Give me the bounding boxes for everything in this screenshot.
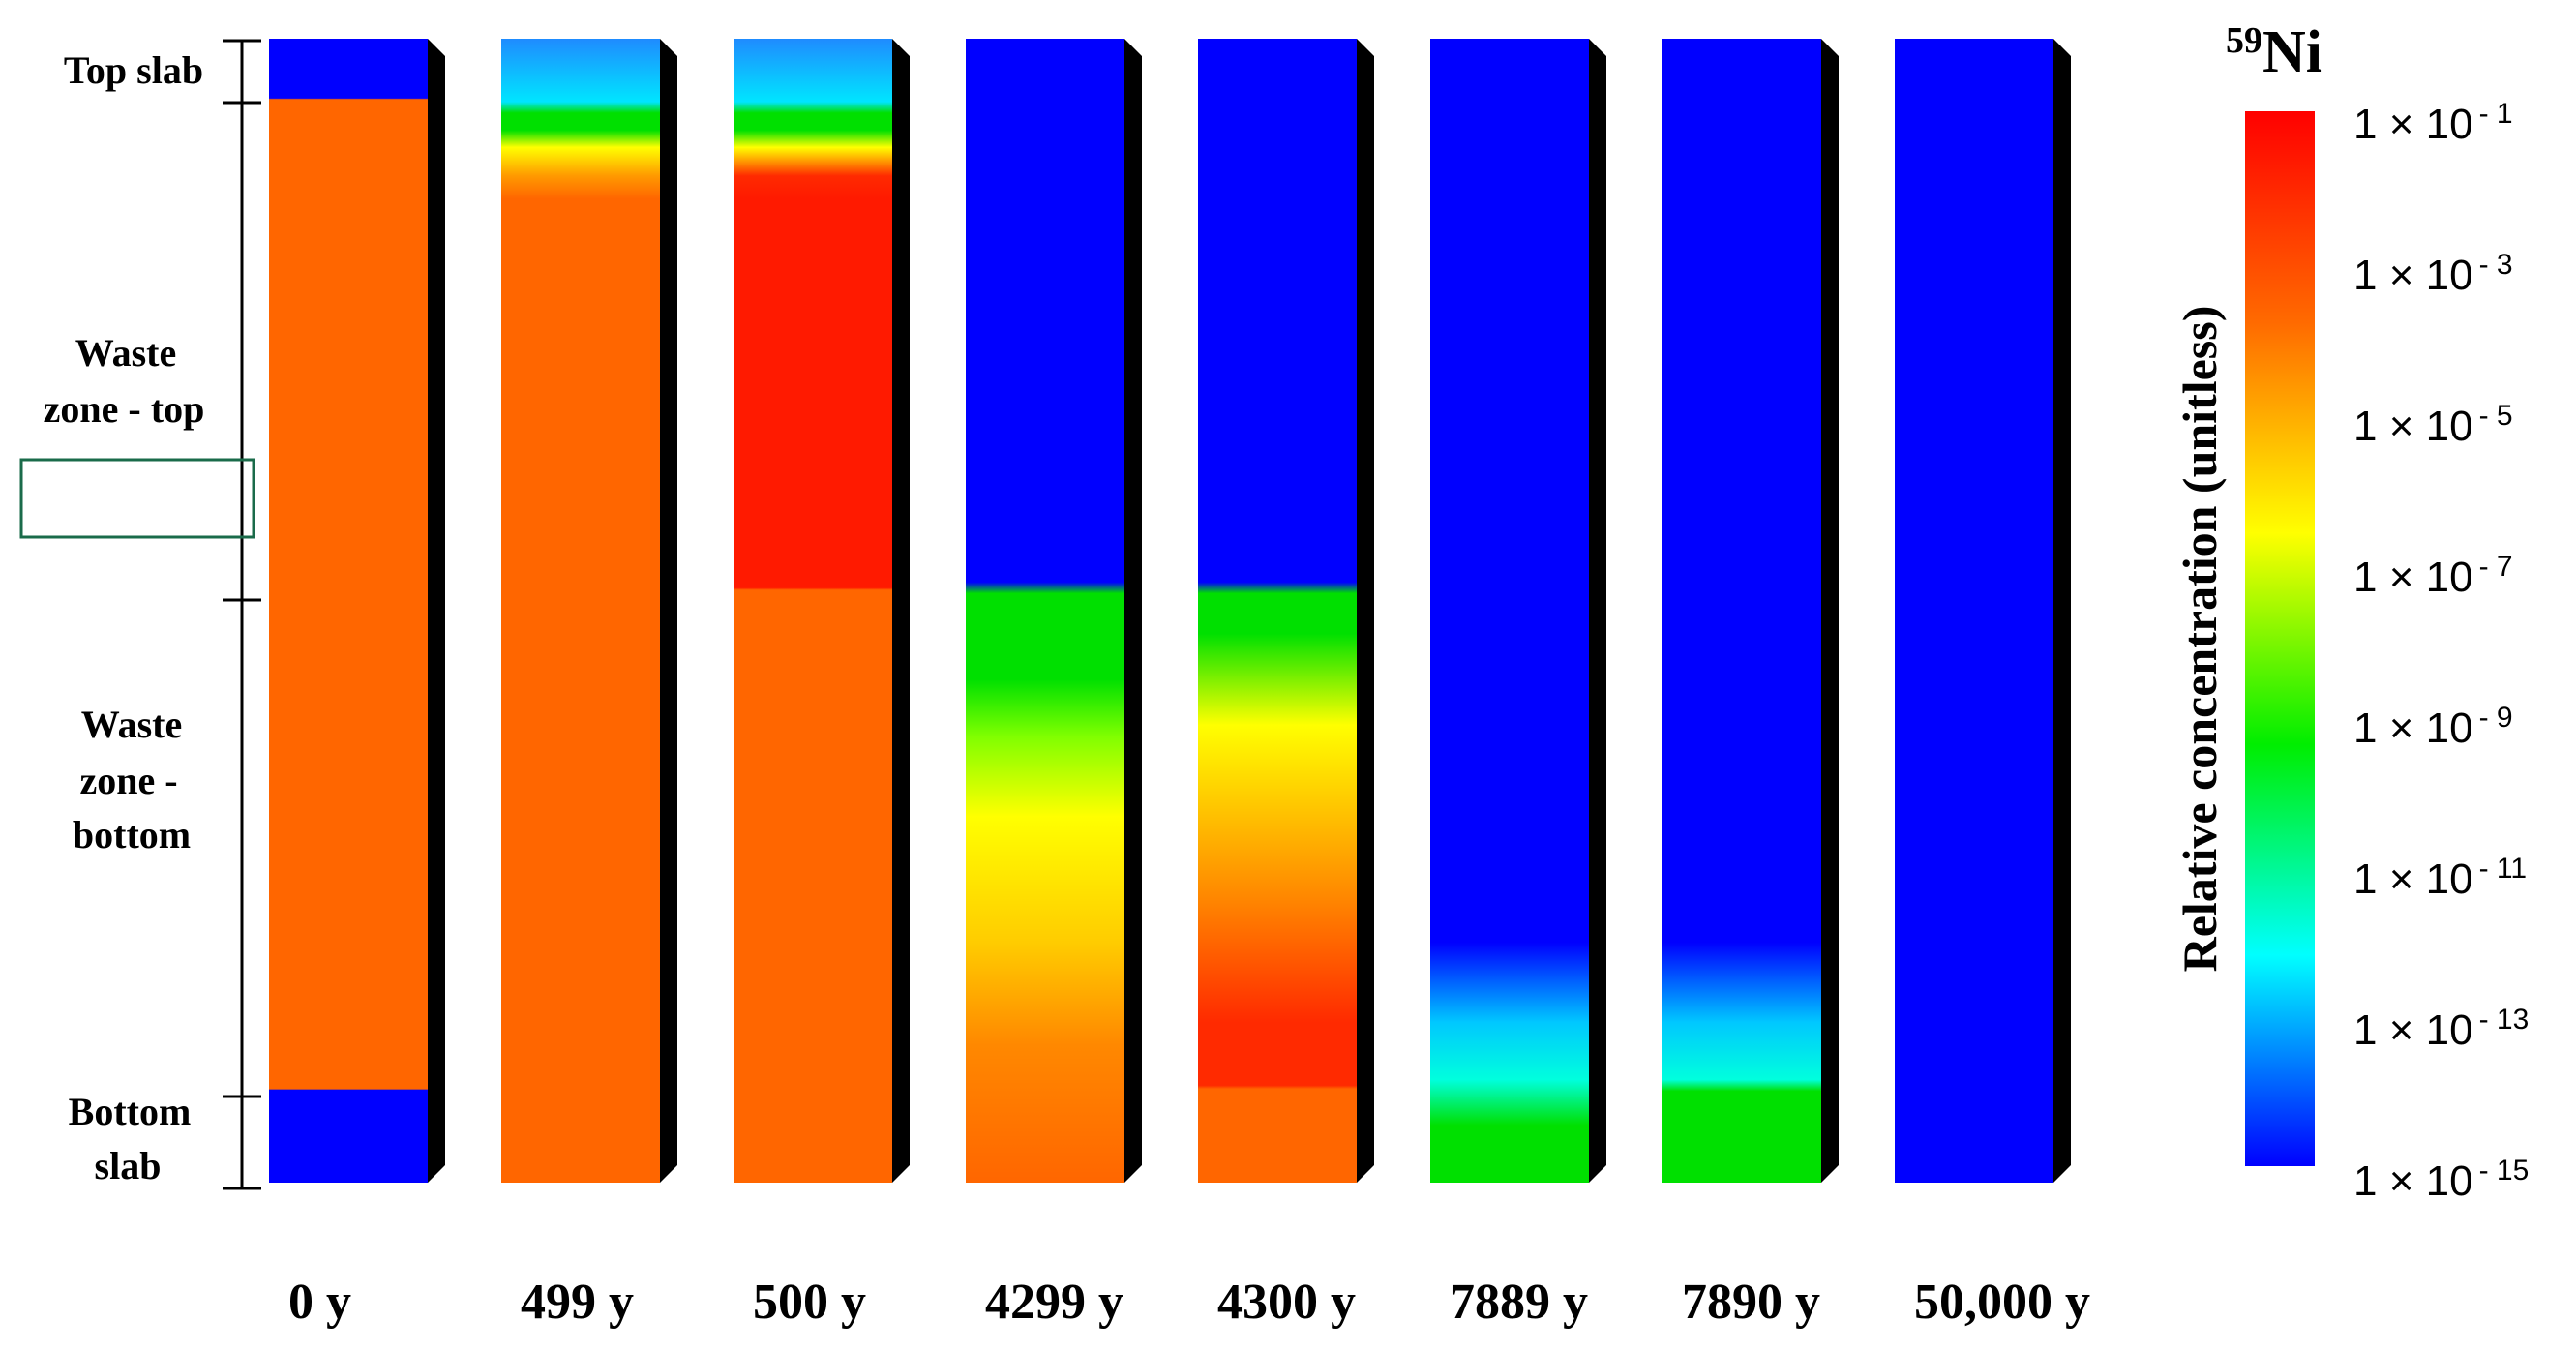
time-label: 50,000 y bbox=[1914, 1275, 2090, 1330]
column-side-shadow bbox=[1357, 39, 1374, 1183]
column-group: 0 y 499 y 500 y 4299 y 4300 y 7889 y 7890 y 50,… bbox=[269, 39, 2090, 1330]
colorbar-tick-label: 1 × 10- 5 bbox=[2353, 400, 2513, 450]
time-label: 499 y bbox=[521, 1275, 634, 1330]
zone-label-waste-bottom-line3: bottom bbox=[73, 813, 191, 856]
time-label: 4299 y bbox=[985, 1275, 1123, 1330]
column-side-shadow bbox=[660, 39, 677, 1183]
colorbar-tick-label: 1 × 10- 9 bbox=[2353, 702, 2513, 752]
column-side-shadow bbox=[1821, 39, 1839, 1183]
zone-label-waste-bottom-line1: Waste bbox=[81, 703, 182, 746]
zone-label-waste-top-line1: Waste bbox=[75, 331, 176, 375]
colorbar-title: Relative concentration (unitless) bbox=[2172, 306, 2227, 973]
colorbar-tick-label: 1 × 10- 7 bbox=[2353, 551, 2513, 601]
colorbar-tick-label: 1 × 10- 11 bbox=[2353, 853, 2527, 903]
time-label: 4300 y bbox=[1217, 1275, 1356, 1330]
zone-label-bottom-slab-line1: Bottom bbox=[69, 1090, 192, 1133]
zone-label-waste-top-line2: zone - top bbox=[44, 387, 205, 431]
concentration-column bbox=[1430, 39, 1589, 1183]
zone-label-bottom-slab-line2: slab bbox=[95, 1144, 162, 1187]
time-label: 7889 y bbox=[1450, 1275, 1588, 1330]
colorbar-tick-group: 1 × 10- 1 1 × 10- 3 1 × 10- 5 1 × 10- 7 1 × … bbox=[2353, 98, 2529, 1205]
column-side-shadow bbox=[1124, 39, 1142, 1183]
isotope-mass: 59 bbox=[2226, 20, 2262, 61]
colorbar-tick-label: 1 × 10- 1 bbox=[2353, 98, 2513, 148]
isotope-label: 59Ni bbox=[2226, 19, 2322, 85]
concentration-column bbox=[966, 39, 1124, 1183]
time-label: 500 y bbox=[753, 1275, 866, 1330]
zone-bracket bbox=[223, 39, 261, 1190]
isotope-symbol: Ni bbox=[2262, 19, 2322, 85]
column-side-shadow bbox=[428, 39, 445, 1183]
concentration-column bbox=[1198, 39, 1357, 1183]
zone-label-waste-bottom-line2: zone - bbox=[79, 759, 177, 802]
time-label: 0 y bbox=[288, 1275, 351, 1330]
callout-box bbox=[19, 458, 255, 539]
column-side-shadow bbox=[2053, 39, 2071, 1183]
concentration-column bbox=[269, 39, 428, 1183]
colorbar bbox=[2245, 111, 2315, 1166]
zone-label-top-slab: Top slab bbox=[64, 48, 203, 92]
colorbar-tick-label: 1 × 10- 13 bbox=[2353, 1004, 2529, 1054]
concentration-column bbox=[1662, 39, 1821, 1183]
colorbar-tick-label: 1 × 10- 15 bbox=[2353, 1155, 2529, 1205]
concentration-column bbox=[1895, 39, 2053, 1183]
concentration-column bbox=[501, 39, 660, 1183]
colorbar-tick-label: 1 × 10- 3 bbox=[2353, 249, 2513, 299]
column-side-shadow bbox=[892, 39, 910, 1183]
concentration-column bbox=[734, 39, 892, 1183]
column-side-shadow bbox=[1589, 39, 1606, 1183]
time-label: 7890 y bbox=[1682, 1275, 1820, 1330]
